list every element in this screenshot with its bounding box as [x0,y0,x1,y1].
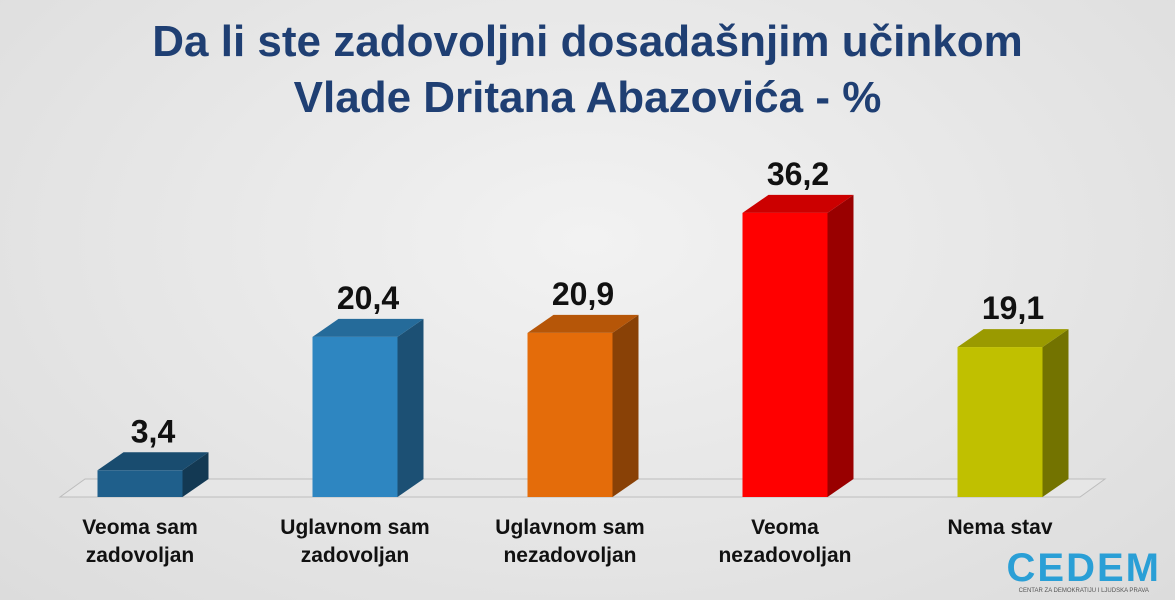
bar [312,318,424,497]
bar [527,314,639,497]
bar-top [97,452,209,471]
bar-front [312,336,398,497]
bar-top [312,318,424,337]
bar-top [527,314,639,333]
x-tick-label: Veoma sam zadovoljan [82,516,198,567]
x-tick-label: Nema stav [947,516,1053,539]
value-label: 36,2 [767,156,829,192]
bar-top [742,194,854,213]
bar [97,452,209,497]
x-tick-label: Uglavnom sam zadovoljan [280,516,430,567]
value-label: 3,4 [131,413,176,449]
x-tick-label: Veoma nezadovoljan [718,516,852,567]
logo-name: CEDEM [1006,546,1161,590]
bar-front [527,332,613,497]
chart-title: Da li ste zadovoljni dosadašnjim učinkom… [152,17,1023,122]
bar-front [742,212,828,497]
x-tick-label: Uglavnom sam nezadovoljan [495,516,645,567]
bar-side [1042,329,1069,497]
value-label: 20,4 [337,280,399,316]
value-label: 20,9 [552,276,614,312]
bar-top [957,329,1069,348]
logo-subtitle: CENTAR ZA DEMOKRATIJU I LJUDSKA PRAVA [1018,588,1149,594]
bar [957,329,1069,497]
bar-front [97,470,183,497]
bar-side [827,194,854,497]
bar-front [957,347,1043,497]
bar-side [397,318,424,497]
value-label: 19,1 [982,290,1044,326]
bar-side [612,314,639,497]
bar [742,194,854,497]
logo: CEDEM CENTAR ZA DEMOKRATIJU I LJUDSKA PR… [1007,548,1161,594]
bar-side [182,452,209,497]
